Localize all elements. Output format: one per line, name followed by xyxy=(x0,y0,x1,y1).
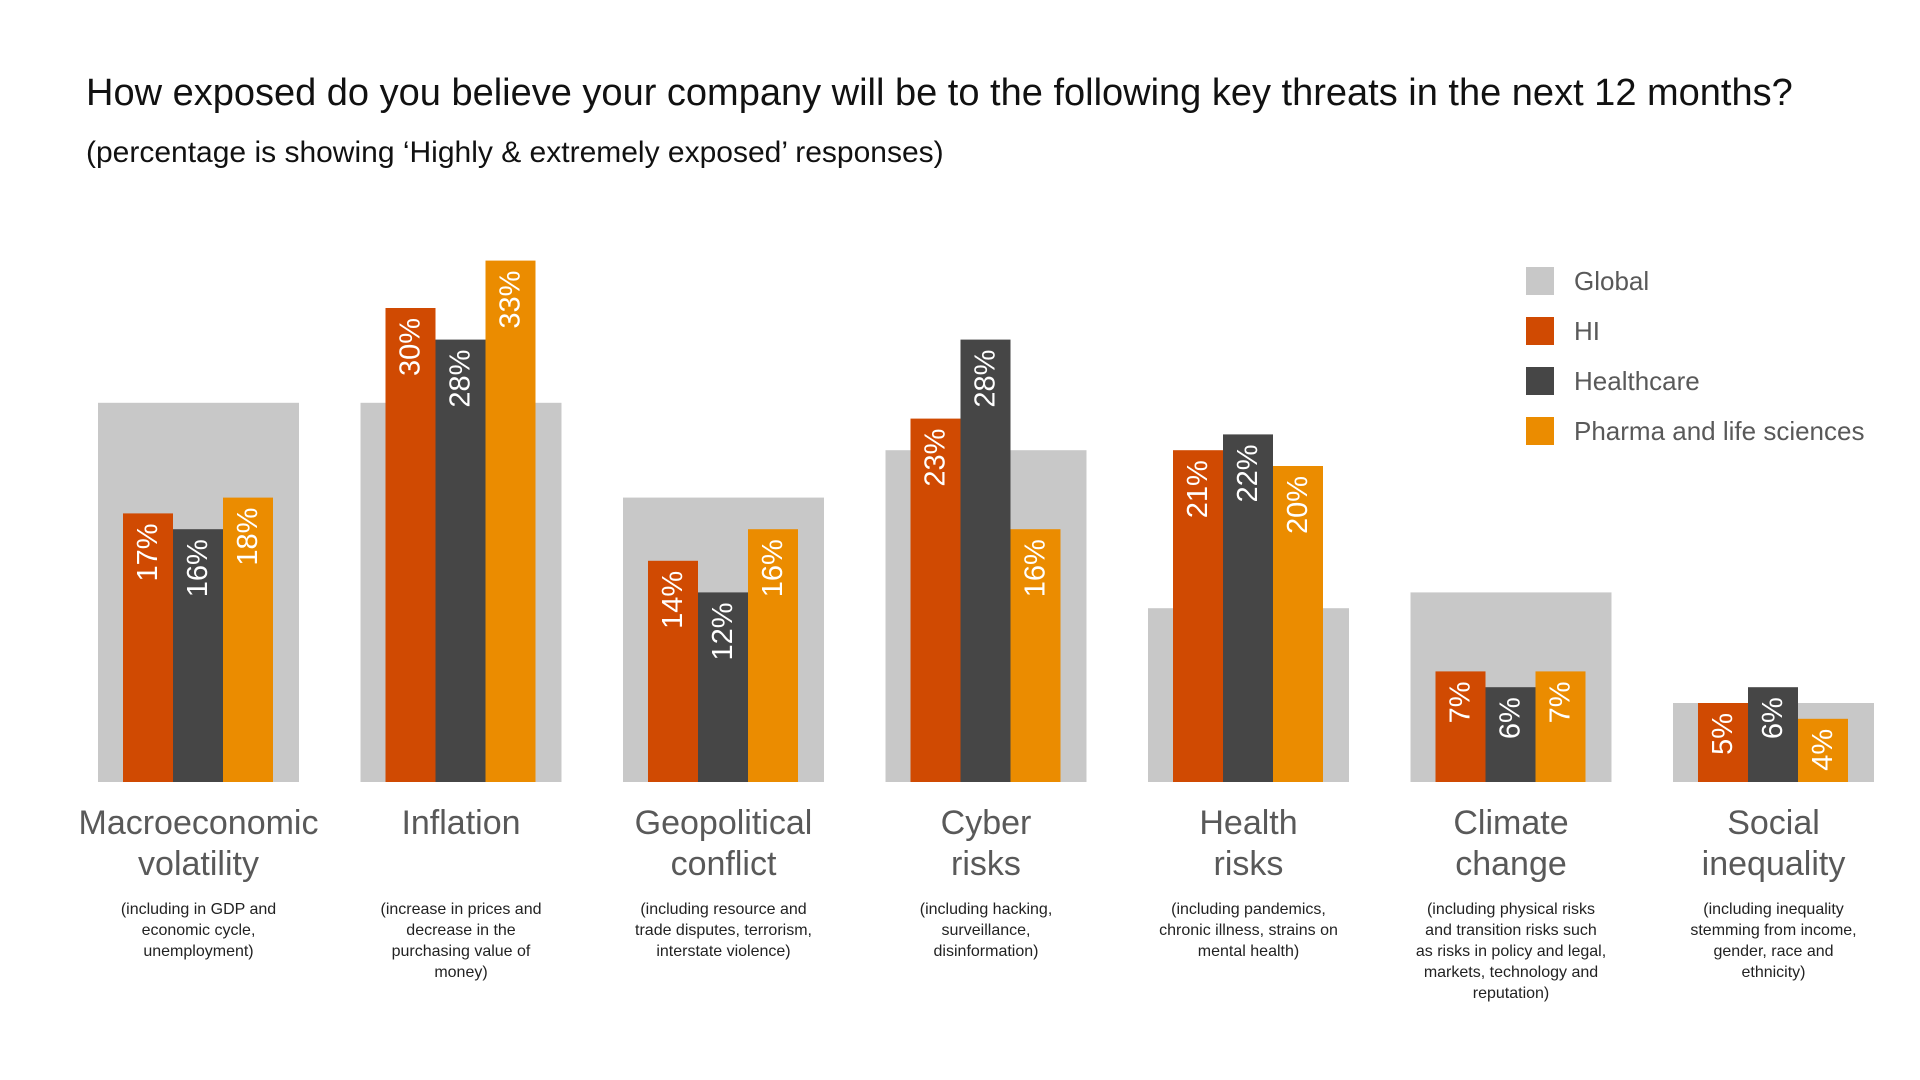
legend-swatch-hi xyxy=(1526,317,1554,345)
legend-label-healthcare: Healthcare xyxy=(1574,365,1700,396)
legend-item-global: Global xyxy=(1526,256,1864,306)
bar-pharma-and-life-sciences-5 xyxy=(1535,671,1586,782)
category-note: (including pandemics, xyxy=(1171,901,1326,918)
data-label: 23% xyxy=(920,429,952,487)
chart-title: How exposed do you believe your company … xyxy=(86,72,1793,114)
category-note: as risks in policy and legal, xyxy=(1416,943,1606,960)
data-label: 14% xyxy=(657,571,689,629)
category-label: risks xyxy=(1214,845,1284,883)
category-label: risks xyxy=(951,845,1021,883)
data-label: 21% xyxy=(1182,460,1214,518)
legend-label-global: Global xyxy=(1574,265,1650,296)
legend-item-healthcare: Healthcare xyxy=(1526,356,1864,406)
legend-swatch-pharma xyxy=(1526,417,1554,445)
category-note: disinformation) xyxy=(934,943,1039,960)
data-label: 7% xyxy=(1445,681,1477,723)
category-note: reputation) xyxy=(1473,985,1550,1002)
bar-healthcare-1 xyxy=(435,339,486,782)
category-note: gender, race and xyxy=(1713,943,1833,960)
category-note: interstate violence) xyxy=(656,943,790,960)
category-note: money) xyxy=(434,964,487,981)
bar-pharma-and-life-sciences-6 xyxy=(1798,718,1848,782)
data-label: 22% xyxy=(1232,444,1264,502)
category-label: Macroeconomic xyxy=(79,804,319,842)
category-label: Inflation xyxy=(401,804,520,842)
category-label: Health xyxy=(1199,804,1297,842)
category-note: decrease in the xyxy=(406,922,516,939)
category-note: (including inequality xyxy=(1703,901,1844,918)
category-note: mental health) xyxy=(1198,943,1299,960)
data-label: 16% xyxy=(757,539,789,597)
bar-hi-1 xyxy=(385,308,436,782)
data-label: 18% xyxy=(232,508,264,566)
bar-pharma-and-life-sciences-2 xyxy=(748,529,798,782)
legend-label-hi: HI xyxy=(1574,315,1600,346)
data-label: 6% xyxy=(1495,697,1527,739)
bar-hi-0 xyxy=(123,513,173,782)
category-note: (including in GDP and xyxy=(121,901,276,918)
bar-pharma-and-life-sciences-1 xyxy=(485,260,536,783)
category-note: and transition risks such xyxy=(1425,922,1597,939)
bar-hi-4 xyxy=(1173,450,1223,782)
category-label: Cyber xyxy=(941,804,1032,842)
bar-healthcare-2 xyxy=(698,592,748,782)
category-label: volatility xyxy=(138,845,259,883)
category-note: chronic illness, strains on xyxy=(1159,922,1338,939)
data-label: 7% xyxy=(1545,681,1577,723)
category-label: Climate xyxy=(1453,804,1568,842)
data-label: 12% xyxy=(707,602,739,660)
category-note: (including resource and xyxy=(640,901,806,918)
data-label: 33% xyxy=(495,271,527,329)
data-label: 17% xyxy=(132,523,164,581)
bar-healthcare-6 xyxy=(1748,687,1798,782)
category-note: (including hacking, xyxy=(920,901,1053,918)
data-label: 16% xyxy=(182,539,214,597)
legend-item-hi: HI xyxy=(1526,306,1864,356)
chart-legend: Global HI Healthcare Pharma and life sci… xyxy=(1526,256,1864,456)
chart-subtitle: (percentage is showing ‘Highly & extreme… xyxy=(86,136,944,169)
bar-healthcare-0 xyxy=(173,529,223,782)
category-note: (increase in prices and xyxy=(381,901,542,918)
bar-healthcare-5 xyxy=(1485,687,1536,782)
bar-pharma-and-life-sciences-4 xyxy=(1273,466,1323,782)
data-label: 16% xyxy=(1020,539,1052,597)
category-label: Geopolitical xyxy=(635,804,813,842)
category-label: Social xyxy=(1727,804,1820,842)
category-note: ethnicity) xyxy=(1741,964,1805,981)
category-label: change xyxy=(1455,845,1567,883)
bar-healthcare-3 xyxy=(960,339,1011,782)
bar-hi-5 xyxy=(1435,671,1486,782)
category-note: economic cycle, xyxy=(142,922,256,939)
legend-item-pharma: Pharma and life sciences xyxy=(1526,406,1864,456)
category-note: surveillance, xyxy=(942,922,1031,939)
bar-healthcare-4 xyxy=(1223,434,1273,782)
category-label: inequality xyxy=(1702,845,1846,883)
data-label: 6% xyxy=(1757,697,1789,739)
category-note: stemming from income, xyxy=(1690,922,1856,939)
bar-hi-6 xyxy=(1698,703,1748,782)
category-label: conflict xyxy=(671,845,777,883)
bar-hi-3 xyxy=(910,418,961,782)
legend-swatch-healthcare xyxy=(1526,367,1554,395)
category-note: markets, technology and xyxy=(1424,964,1598,981)
data-label: 30% xyxy=(395,318,427,376)
data-label: 28% xyxy=(445,350,477,408)
data-label: 5% xyxy=(1707,713,1739,755)
data-label: 20% xyxy=(1282,476,1314,534)
data-label: 28% xyxy=(970,350,1002,408)
category-note: (including physical risks xyxy=(1427,901,1595,918)
bar-pharma-and-life-sciences-3 xyxy=(1010,529,1061,782)
category-note: unemployment) xyxy=(143,943,253,960)
bar-pharma-and-life-sciences-0 xyxy=(223,497,273,782)
legend-swatch-global xyxy=(1526,267,1554,295)
category-note: trade disputes, terrorism, xyxy=(635,922,812,939)
category-note: purchasing value of xyxy=(392,943,531,960)
data-label: 4% xyxy=(1807,729,1839,771)
legend-label-pharma: Pharma and life sciences xyxy=(1574,415,1865,446)
bar-hi-2 xyxy=(648,560,698,782)
